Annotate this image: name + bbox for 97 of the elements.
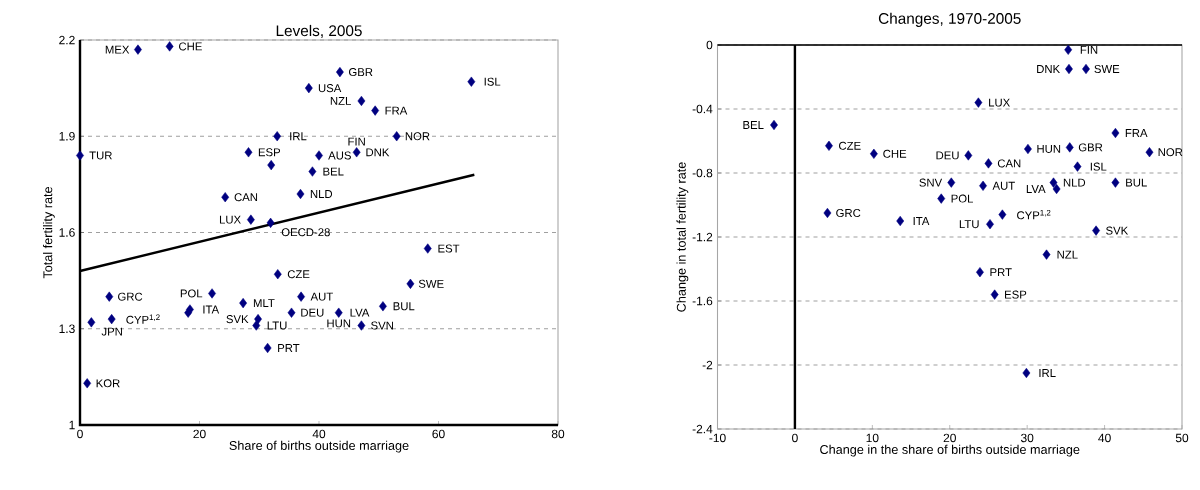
annotation: ESP [258,148,281,157]
annotation: BUL [393,302,415,311]
annotation: LTU [267,321,287,330]
x-tick-label: 60 [432,429,445,439]
annotation: LUX [989,98,1010,107]
annotation: DEU [301,308,324,317]
annotation: ISL [1090,162,1107,171]
annotation: HUN [327,319,351,328]
annotation: CHE [883,149,907,158]
annotation: FRA [385,106,408,115]
annotation: MEX [105,45,130,54]
annotation: EST [438,244,460,253]
y-tick-label: 1 [69,420,75,430]
annotation: TUR [89,151,112,160]
annotation: GBR [349,68,373,77]
annotation: NZL [330,97,351,105]
annotation: SWE [418,279,444,288]
x-tick-label: 40 [1098,433,1111,443]
annotation: LUX [219,215,241,224]
annotation: BUL [1126,178,1147,187]
annotation: NZL [1057,250,1078,259]
annotation: LVA [350,308,370,317]
annotation: ISL [484,77,501,86]
annotation: LTU [959,220,979,229]
annotation: GRC [118,292,143,301]
annotation: DNK [1037,65,1060,73]
y-tick-label: -1.2 [692,232,713,242]
annotation: NLD [1063,178,1086,187]
annotation: JPN [101,327,122,336]
y-tick-label: 2.2 [59,35,75,45]
annotation: CYP$^{1,2}$ [1017,209,1051,220]
annotation: OECD-28 [281,228,330,237]
annotation: CAN [234,193,258,202]
y-tick-label: 1.3 [59,324,75,334]
y-axis-title: Total fertility rate [42,186,55,279]
x-tick-label: 20 [943,433,956,443]
y-axis-title: Change in total fertility rate [676,162,689,312]
x-tick-label: 80 [551,429,565,439]
annotation: PRT [278,344,300,352]
annotation: LVA [1026,185,1046,193]
annotation: DEU [936,151,959,160]
y-tick-label: -0.8 [692,168,713,178]
x-tick-label: 10 [866,433,879,443]
annotation: FIN [1080,45,1098,54]
x-tick-label: 40 [312,429,326,439]
annotation: AUT [310,292,333,301]
annotation: AUT [992,181,1015,190]
annotation: AUS [328,151,351,160]
annotation: NOR [405,132,430,141]
annotation: IRL [290,132,307,141]
annotation: POL [951,194,973,203]
x-tick-label: 50 [1175,433,1189,443]
annotation: IRL [1039,369,1056,377]
x-tick-label: -10 [709,433,726,443]
annotation: KOR [96,379,120,388]
x-tick-label: 20 [193,429,206,439]
annotation: ITA [913,217,930,225]
annotation: ITA [203,305,220,314]
x-tick-label: 30 [1020,433,1034,443]
annotation: MLT [253,299,275,307]
x-axis-title: Share of births outside marriage [229,440,409,453]
annotation: FIN [348,137,365,146]
y-tick-label: 0 [706,40,713,50]
annotation: ESP [1005,290,1027,299]
annotation: BEL [743,121,764,129]
annotation: HUN [1037,145,1061,153]
annotation: GRC [836,209,861,218]
annotation: CHE [179,42,202,51]
annotation: USA [318,84,342,93]
annotation: PRT [990,268,1012,277]
annotation: POL [180,289,203,298]
annotation: NLD [310,190,333,198]
y-tick-label: -2.4 [692,424,713,434]
y-tick-label: -0.4 [692,104,713,114]
annotation: BEL [323,167,344,176]
annotation: SWE [1094,65,1120,73]
annotation: CAN [997,159,1021,168]
annotation: CYP$^{1,2}$ [126,314,160,324]
annotation: GBR [1078,143,1103,152]
y-tick-label: -1.6 [692,296,713,306]
x-axis-title: Change in the share of births outside marriage [820,444,1080,457]
x-tick-label: 0 [77,429,83,439]
annotation: CZE [839,141,861,150]
annotation: DNK [366,148,390,157]
y-tick-label: 1.9 [59,131,75,141]
annotation: CZE [287,270,310,279]
annotation: SVN [371,321,393,330]
x-tick-label: 0 [792,433,798,443]
chart-title: Levels, 2005 [276,24,362,38]
y-tick-label: 1.6 [59,228,75,237]
annotation: SVK [226,315,249,324]
annotation: SNV [919,178,943,187]
annotation: SVK [1106,226,1129,235]
y-tick-label: -2 [702,360,713,370]
chart-title: Changes, 1970-2005 [878,12,1021,27]
annotation: NOR [1158,148,1183,157]
annotation: FRA [1125,129,1148,137]
